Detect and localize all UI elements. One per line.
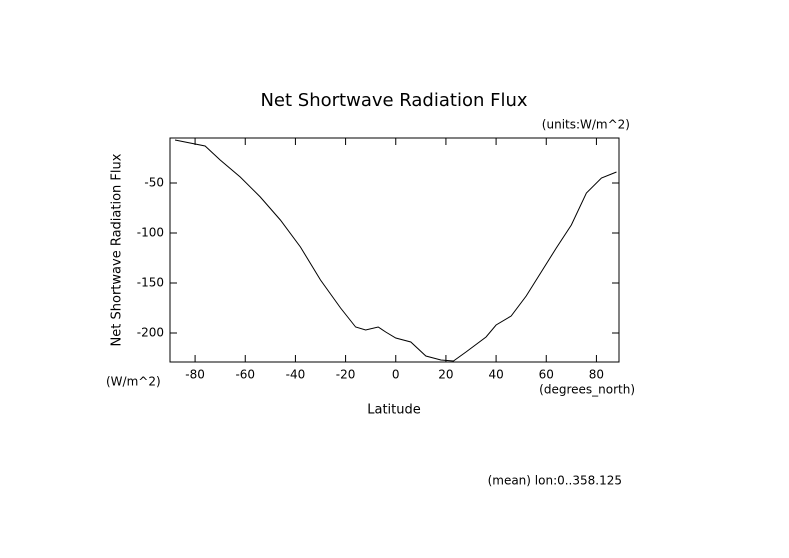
x-tick-label: -40 xyxy=(286,368,306,382)
x-tick-label: 80 xyxy=(589,368,604,382)
chart-title: Net Shortwave Radiation Flux xyxy=(260,90,527,111)
y-units: (W/m^2) xyxy=(106,375,161,389)
footnote: (mean) lon:0..358.125 xyxy=(488,474,622,488)
units-label: (units:W/m^2) xyxy=(542,118,630,132)
x-tick-label: 60 xyxy=(539,368,554,382)
x-tick-label: -20 xyxy=(336,368,356,382)
y-tick-label: -100 xyxy=(137,226,164,240)
x-axis-title: Latitude xyxy=(367,403,421,418)
x-units: (degrees_north) xyxy=(539,383,635,397)
x-tick-label: 0 xyxy=(392,368,400,382)
y-axis-title: Net Shortwave Radiation Flux xyxy=(110,153,125,346)
y-tick-label: -50 xyxy=(144,176,164,190)
y-tick-label: -150 xyxy=(137,276,164,290)
data-line xyxy=(174,139,617,362)
x-tick-label: 40 xyxy=(488,368,503,382)
y-tick-label: -200 xyxy=(137,326,164,340)
x-tick-label: -60 xyxy=(235,368,255,382)
x-tick-label: 20 xyxy=(438,368,453,382)
plot-frame xyxy=(169,137,620,363)
x-tick-label: -80 xyxy=(185,368,205,382)
